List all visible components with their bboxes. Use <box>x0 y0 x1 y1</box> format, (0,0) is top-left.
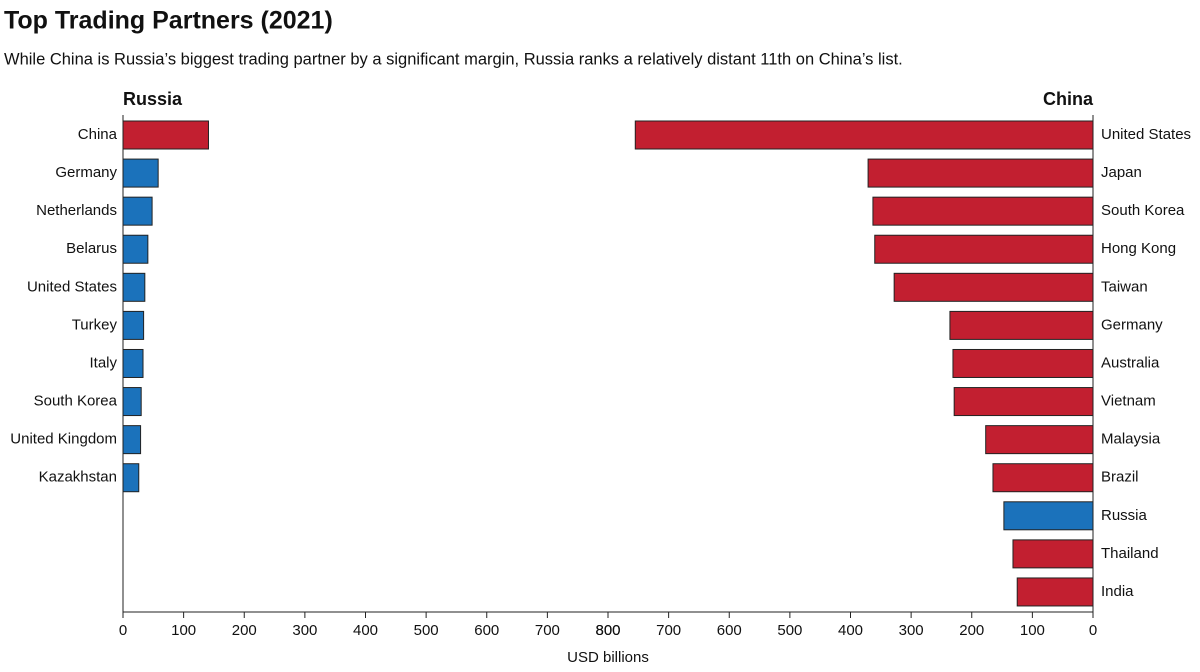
bar <box>122 310 145 340</box>
x-tick-label: 500 <box>414 622 439 639</box>
bar <box>122 348 144 378</box>
category-label: South Korea <box>34 393 118 410</box>
chart-title: Top Trading Partners (2021) <box>4 7 333 35</box>
bar <box>1003 501 1094 531</box>
x-tick-label: 100 <box>1020 622 1045 639</box>
x-tick-label: 400 <box>353 622 378 639</box>
bar <box>893 272 1094 302</box>
category-label: Australia <box>1101 354 1160 371</box>
bar <box>122 463 140 493</box>
bar <box>953 387 1094 417</box>
x-tick-label: 200 <box>232 622 257 639</box>
bar <box>867 158 1094 188</box>
bar <box>1016 577 1094 607</box>
x-tick-label: 600 <box>717 622 742 639</box>
x-tick-label: 800 <box>595 622 620 639</box>
category-label: Netherlands <box>36 202 117 219</box>
bar <box>952 348 1094 378</box>
bar <box>122 387 142 417</box>
x-tick-label: 200 <box>959 622 984 639</box>
category-label: Malaysia <box>1101 431 1161 448</box>
x-tick-label: 500 <box>777 622 802 639</box>
bar <box>122 158 159 188</box>
x-tick-label: 0 <box>1089 622 1097 639</box>
bar <box>985 425 1094 455</box>
category-label: Vietnam <box>1101 393 1156 410</box>
x-tick-label: 800 <box>595 622 620 639</box>
bar <box>1012 539 1094 569</box>
bar <box>122 425 142 455</box>
bar <box>122 120 209 150</box>
category-label: Germany <box>1101 316 1163 333</box>
category-label: India <box>1101 583 1134 600</box>
category-label: Germany <box>55 164 117 181</box>
category-label: United Kingdom <box>10 431 117 448</box>
bar <box>122 272 146 302</box>
category-label: United States <box>27 278 117 295</box>
bar <box>122 234 149 264</box>
x-tick-label: 700 <box>656 622 681 639</box>
chart-subtitle: While China is Russia’s biggest trading … <box>4 50 903 68</box>
category-label: Russia <box>1101 507 1148 524</box>
category-label: Hong Kong <box>1101 240 1176 257</box>
panel-title: China <box>1043 89 1094 109</box>
bar <box>992 463 1094 493</box>
category-label: Belarus <box>66 240 117 257</box>
category-label: Thailand <box>1101 545 1159 562</box>
category-label: Italy <box>89 354 117 371</box>
bar <box>634 120 1094 150</box>
panel-title: Russia <box>123 89 183 109</box>
bar <box>874 234 1094 264</box>
x-tick-label: 0 <box>119 622 127 639</box>
x-tick-label: 300 <box>292 622 317 639</box>
bar <box>122 196 153 226</box>
category-label: Turkey <box>72 316 118 333</box>
x-tick-label: 600 <box>474 622 499 639</box>
category-label: South Korea <box>1101 202 1185 219</box>
bar <box>872 196 1094 226</box>
category-label: Japan <box>1101 164 1142 181</box>
bar <box>949 310 1094 340</box>
x-axis-label: USD billions <box>567 649 649 666</box>
category-label: United States <box>1101 126 1191 143</box>
x-tick-label: 400 <box>838 622 863 639</box>
category-label: Taiwan <box>1101 278 1148 295</box>
x-tick-label: 300 <box>899 622 924 639</box>
category-label: Kazakhstan <box>39 469 117 486</box>
x-tick-label: 100 <box>171 622 196 639</box>
x-tick-label: 700 <box>535 622 560 639</box>
category-label: Brazil <box>1101 469 1139 486</box>
category-label: China <box>78 126 118 143</box>
